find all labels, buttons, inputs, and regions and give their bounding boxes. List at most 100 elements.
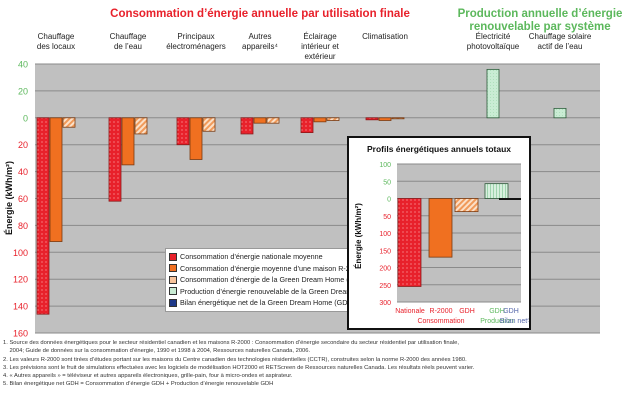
y-axis-label: Énergie (kWh/m²) <box>4 161 14 235</box>
bar-national <box>365 117 379 121</box>
inset-x-tick-label: Nationale <box>395 308 425 315</box>
footnote: 5. Bilan énergétique net GDH = Consommat… <box>3 381 274 388</box>
category-header-line: extérieur <box>304 52 336 61</box>
category-header: Climatisation <box>340 32 430 42</box>
category-header: Principaux électroménagers <box>151 32 241 52</box>
legend-label: Consommation d’énergie de la Green Dream… <box>180 275 367 285</box>
inset-y-tick-label: 0 <box>387 197 391 204</box>
bar-r2000 <box>378 117 392 121</box>
bar-national <box>36 117 50 315</box>
category-header-line: Climatisation <box>362 32 408 41</box>
inset-y-tick-label: 50 <box>383 214 391 221</box>
category-header: Autres appareils⁴ <box>215 32 305 52</box>
bar-gdh-consumption <box>391 117 405 120</box>
y-tick-label: 60 <box>18 194 28 204</box>
category-header-line: actif de l’eau <box>537 42 583 51</box>
footnote: 4. « Autres appareils » = téléviseur et … <box>3 373 293 380</box>
y-tick-label: 120 <box>13 275 28 285</box>
footnote: 2004; Guide de données sur la consommati… <box>3 348 311 355</box>
y-tick-label: 80 <box>18 221 28 231</box>
bar-r2000 <box>49 117 63 242</box>
bar-national <box>176 117 190 146</box>
category-header: Éclairage intérieur et extérieur <box>275 32 365 62</box>
consumption-title: Consommation d’énergie annuelle par util… <box>110 8 410 20</box>
inset-x-tick-label: GDH <box>489 308 505 315</box>
legend-label: Production d’énergie renouvelable de la … <box>180 286 397 296</box>
category-header-line: Électricité <box>475 32 511 41</box>
inset-y-tick-label: 200 <box>379 266 391 273</box>
production-title-line1: Production annuelle d’énergie <box>457 8 623 20</box>
legend-label: Consommation d’énergie nationale moyenne <box>180 252 323 262</box>
category-header-line: des locaux <box>36 42 76 51</box>
category-header-line: électroménagers <box>166 42 226 51</box>
legend-label: Consommation d’énergie moyenne d’une mai… <box>180 263 362 273</box>
inset-title: Profils énergétiques annuels totaux <box>366 144 512 154</box>
footnote: 1. Source des données énergétiques pour … <box>3 340 459 346</box>
bar-gdh-consumption <box>266 117 280 124</box>
bar-national <box>108 117 122 202</box>
bar-gdh-consumption <box>134 117 148 135</box>
inset-y-axis-label: Énergie (kWh/m²) <box>354 203 363 269</box>
footnotes: 1. Source des données énergétiques pour … <box>3 339 637 389</box>
category-header-line: intérieur et <box>301 42 339 51</box>
category-header-line: Autres <box>248 32 272 41</box>
legend-swatch <box>169 264 177 273</box>
category-header: Chauffage des locaux <box>11 32 101 52</box>
y-tick-label: 20 <box>18 86 28 96</box>
legend-swatch <box>169 287 177 296</box>
legend-swatch <box>169 275 177 284</box>
inset-x-tick-label: R-2000 <box>430 308 453 315</box>
bar-gdh-consumption <box>326 117 340 121</box>
production-title: Production annuelle d’énergie renouvelab… <box>440 8 640 34</box>
inset-chart: Profils énergétiques annuels totaux 100 5… <box>347 136 531 330</box>
inset-bar-national <box>397 198 422 287</box>
bar-gdh-consumption <box>202 117 216 132</box>
legend-item: Consommation d’énergie de la Green Dream… <box>169 274 367 286</box>
legend-swatch <box>169 298 177 307</box>
category-header-line: Éclairage <box>303 32 337 41</box>
inset-y-tick-label: 250 <box>379 283 391 290</box>
inset-bar-r2000 <box>428 198 453 258</box>
legend-item: Production d’énergie renouvelable de la … <box>169 286 396 298</box>
category-header: Électricité photovoltaïque <box>448 32 538 52</box>
inset-group-label: Bilan net⁵ <box>500 318 529 325</box>
inset-y-tick-label: 50 <box>383 179 391 186</box>
category-header-line: Principaux <box>177 32 215 41</box>
legend-item: Consommation d’énergie moyenne d’une mai… <box>169 263 362 275</box>
y-tick-label: 40 <box>18 60 28 70</box>
bar-gdh-consumption <box>62 117 76 128</box>
bar-gdh-production <box>486 68 500 119</box>
inset-bar-gdh-production <box>484 183 509 199</box>
inset-group-label: Production <box>480 318 514 325</box>
legend: Consommation d’énergie nationale moyenne… <box>165 248 396 312</box>
y-tick-label: 20 <box>18 140 28 150</box>
y-tick-label: 0 <box>23 113 28 123</box>
category-header: Chauffage solaire actif de l’eau <box>515 32 605 52</box>
inset-bar-gdh-consumption <box>454 198 479 213</box>
bar-r2000 <box>189 117 203 160</box>
category-header-line: Chauffage <box>109 32 147 41</box>
footnote: 3. Les prévisions sont le fruit de simul… <box>3 364 475 371</box>
production-title-line2: renouvelable par système <box>469 21 611 33</box>
y-tick-label: 40 <box>18 167 28 177</box>
inset-y-tick-label: 100 <box>379 231 391 238</box>
category-header-line: de l’eau <box>113 42 143 51</box>
inset-x-tick-label: GDH <box>459 308 475 315</box>
category-header-line: Chauffage <box>37 32 75 41</box>
category-header: Chauffage de l’eau <box>83 32 173 52</box>
legend-swatch <box>169 252 177 261</box>
inset-y-tick-label: 150 <box>379 248 391 255</box>
bar-r2000 <box>313 117 327 123</box>
y-tick-label: 140 <box>13 302 28 312</box>
bar-national <box>300 117 314 133</box>
legend-item: Consommation d’énergie nationale moyenne <box>169 251 347 263</box>
category-header-line: Chauffage solaire <box>528 32 592 41</box>
bar-national <box>240 117 254 135</box>
inset-x-tick-label: GDH <box>503 308 519 315</box>
inset-y-tick-label: 300 <box>379 300 391 307</box>
inset-y-tick-label: 100 <box>379 162 391 169</box>
category-header-line: appareils⁴ <box>242 42 278 51</box>
inset-group-label: Consommation <box>417 318 464 325</box>
bar-r2000 <box>253 117 267 124</box>
legend-item: Bilan énergétique net de la Green Dream … <box>169 297 355 309</box>
